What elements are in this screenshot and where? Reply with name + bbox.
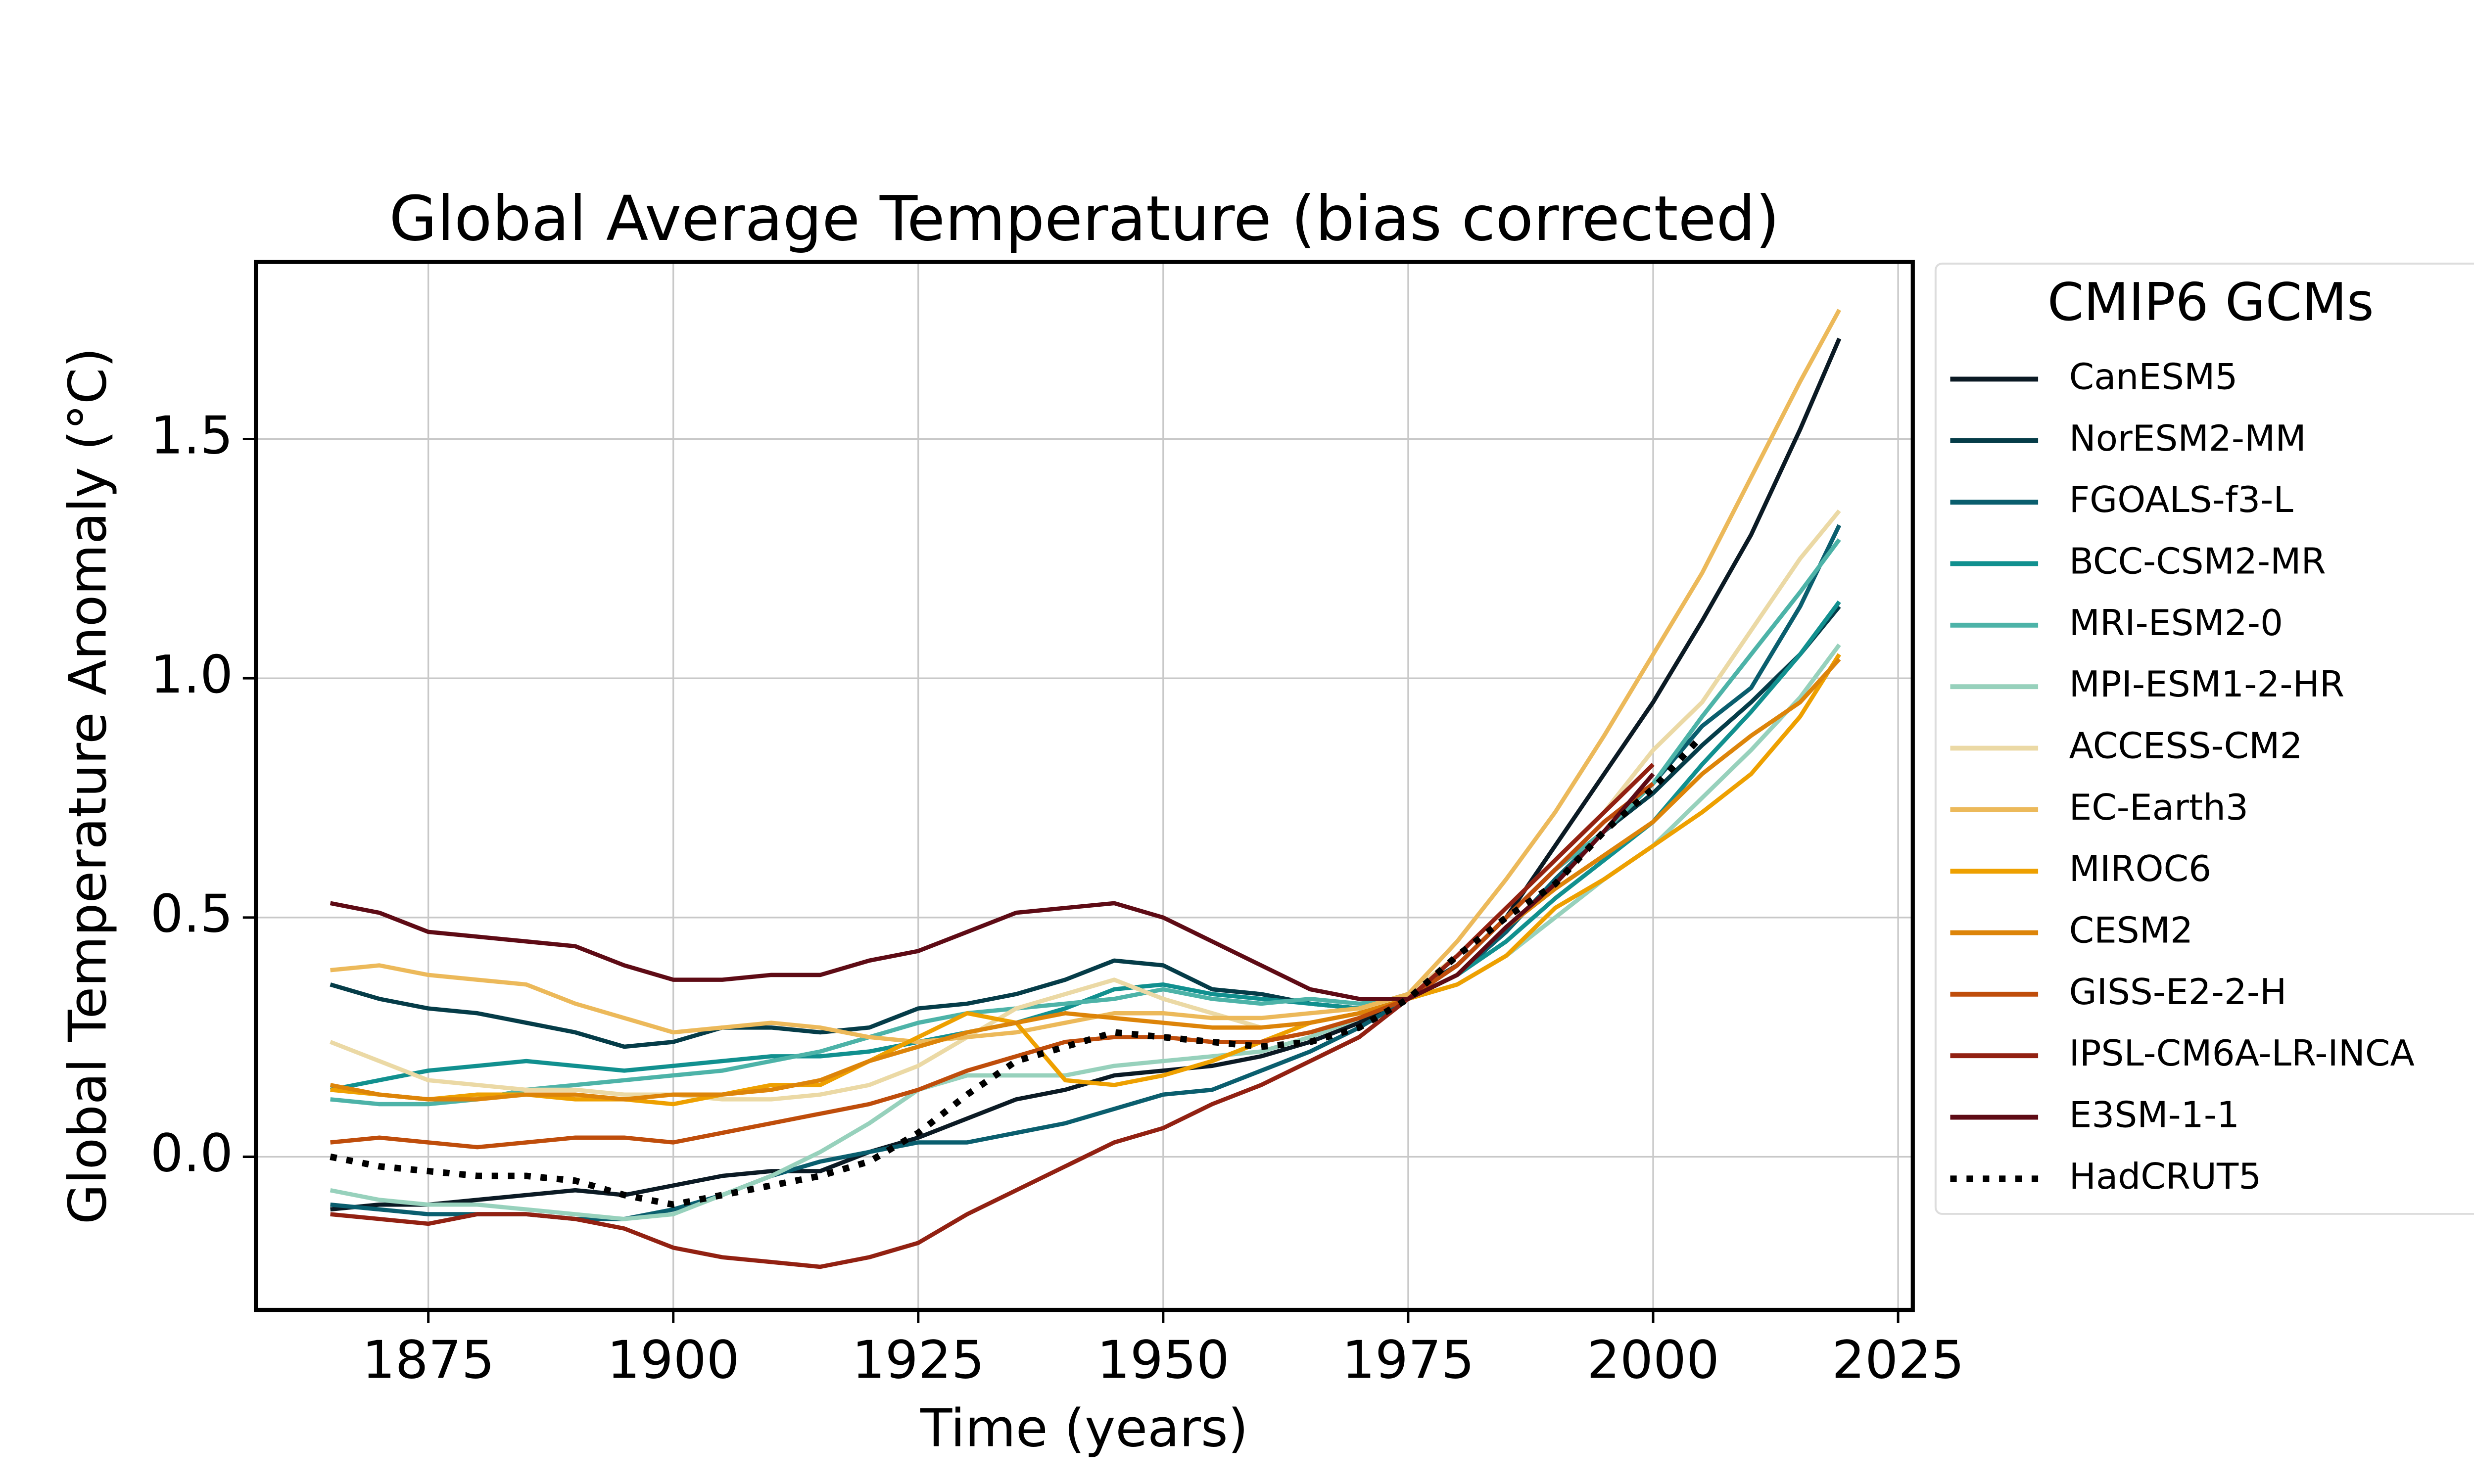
legend-label: NorESM2-MM	[2069, 418, 2306, 460]
legend-box	[1934, 262, 2474, 1215]
x-tick-label: 1925	[852, 1329, 985, 1390]
legend-label: IPSL-CM6A-LR-INCA	[2069, 1033, 2415, 1074]
x-tick-label: 2000	[1587, 1329, 1719, 1390]
legend-label: FGOALS-f3-L	[2069, 479, 2293, 521]
x-tick-label: 1900	[607, 1329, 740, 1390]
series-line	[330, 782, 1655, 1150]
y-tick-label: 0.5	[150, 883, 233, 944]
series-line	[330, 657, 1841, 1102]
legend-label: GISS-E2-2-H	[2069, 972, 2287, 1013]
series-line	[330, 653, 1841, 1107]
legend-label: E3SM-1-1	[2069, 1095, 2239, 1136]
series-line	[330, 733, 1705, 1208]
x-tick-label: 1950	[1097, 1329, 1230, 1390]
series-line	[330, 772, 1655, 1001]
y-axis-label: Global Temperature Anomaly (°C)	[57, 347, 118, 1224]
y-tick-label: 0.0	[150, 1122, 233, 1183]
series-line	[330, 600, 1841, 1092]
legend-label: MRI-ESM2-0	[2069, 603, 2283, 644]
legend-label: MPI-ESM1-2-HR	[2069, 664, 2345, 705]
legend-label: EC-Earth3	[2069, 787, 2248, 829]
x-tick-label: 1875	[362, 1329, 495, 1390]
x-axis-label: Time (years)	[920, 1398, 1248, 1459]
legend-title: CMIP6 GCMs	[2047, 272, 2374, 332]
y-tick-label: 1.0	[150, 644, 233, 705]
legend-label: HadCRUT5	[2069, 1156, 2262, 1198]
plot-frame	[253, 260, 1915, 1312]
x-tick-label: 2025	[1832, 1329, 1964, 1390]
chart-title: Global Average Temperature (bias correct…	[389, 183, 1779, 255]
legend-label: CanESM5	[2069, 356, 2238, 398]
legend-label: MIROC6	[2069, 848, 2212, 890]
series-line	[330, 337, 1842, 1212]
series-line	[330, 643, 1841, 1221]
y-tick-label: 1.5	[150, 405, 233, 465]
legend-label: BCC-CSM2-MR	[2069, 541, 2326, 582]
series-line	[330, 309, 1842, 1044]
legend-label: ACCESS-CM2	[2069, 726, 2303, 767]
series-line	[330, 763, 1655, 1269]
legend-label: CESM2	[2069, 910, 2193, 952]
x-tick-label: 1975	[1342, 1329, 1475, 1390]
